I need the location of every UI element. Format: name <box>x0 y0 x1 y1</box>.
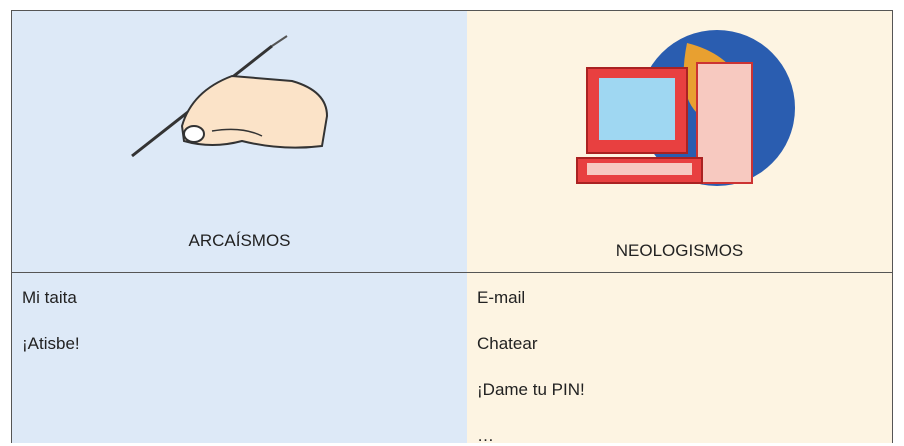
hand-pen-illustration <box>131 35 329 158</box>
arcaismos-column: ARCAÍSMOS Mi taita ¡Atisbe! <box>11 10 468 443</box>
computer-globe-illustration <box>576 30 795 186</box>
list-item: E-mail <box>477 288 526 307</box>
list-item: ¡Dame tu PIN! <box>477 380 585 399</box>
list-item: … <box>477 426 494 445</box>
column-title: ARCAÍSMOS <box>188 231 291 250</box>
list-item: Chatear <box>477 334 538 353</box>
row-divider <box>11 272 893 273</box>
neologismos-column: NEOLOGISMOS E-mail Chatear ¡Dame tu PIN! … <box>467 10 893 445</box>
list-item: ¡Atisbe! <box>22 334 80 353</box>
list-item: Mi taita <box>22 288 77 307</box>
column-title: NEOLOGISMOS <box>615 241 744 260</box>
